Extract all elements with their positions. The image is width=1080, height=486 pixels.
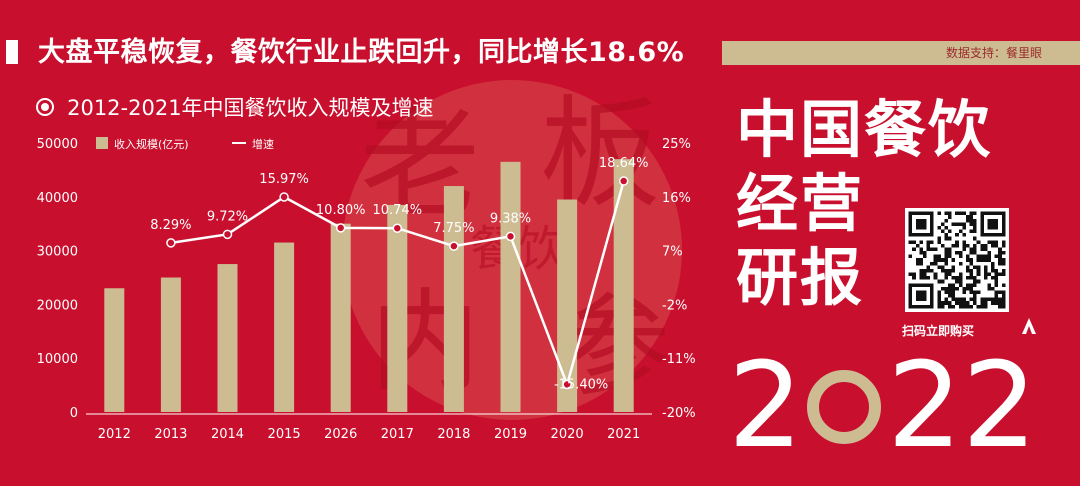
source-bar: 数据支持：餐里眼 (722, 41, 1080, 65)
qr-code[interactable] (905, 208, 1009, 312)
bar (217, 264, 238, 412)
growth-point (279, 192, 289, 202)
growth-data-label: 18.64% (599, 156, 649, 171)
y-right-tick-label: -11% (662, 352, 696, 367)
year-ring-zero (807, 370, 882, 444)
chart-title-row: 2012-2021年中国餐饮收入规模及增速 (36, 92, 434, 120)
x-tick-label: 2013 (154, 427, 187, 442)
x-tick-label: 2021 (607, 427, 640, 442)
growth-point (562, 379, 572, 390)
growth-data-label: 10.80% (316, 203, 366, 218)
y-left-tick-label: 40000 (37, 191, 78, 206)
bar (387, 204, 408, 412)
x-tick-label: 2012 (98, 427, 131, 442)
y-right-tick-label: 25% (662, 137, 691, 152)
y-right-tick-label: -20% (662, 406, 696, 421)
x-tick-label: 2015 (268, 427, 301, 442)
headline-marker (6, 40, 18, 64)
chart-title: 2012-2021年中国餐饮收入规模及增速 (67, 96, 434, 120)
headline: 大盘平稳恢复，餐饮行业止跌回升，同比增长18.6% (38, 37, 685, 68)
y-left-tick-label: 30000 (37, 245, 78, 260)
side-title-line3: 研报 (736, 241, 865, 314)
bar (557, 199, 578, 412)
legend-bar-swatch (96, 137, 108, 149)
growth-data-label: 10.74% (373, 203, 423, 218)
bar (274, 242, 295, 412)
y-left-tick-label: 10000 (37, 352, 78, 367)
bar (160, 277, 181, 412)
bar (330, 223, 351, 412)
growth-data-label: 9.72% (207, 209, 248, 224)
growth-data-label: 9.38% (490, 211, 531, 226)
legend-bar-label: 收入规模(亿元) (114, 137, 189, 151)
y-left-tick-label: 50000 (37, 137, 78, 152)
growth-point (166, 238, 176, 248)
source-credit: 数据支持：餐里眼 (945, 46, 1042, 60)
y-left-tick-label: 20000 (37, 298, 78, 313)
growth-point (222, 229, 233, 240)
bar (443, 186, 464, 412)
target-icon (36, 98, 54, 116)
growth-data-label: 8.29% (150, 218, 191, 233)
qr-label[interactable]: 扫码立即购买 (902, 324, 975, 338)
bar (613, 159, 634, 412)
year-digits-right: 22 (887, 336, 1038, 474)
y-left-tick-label: 0 (70, 406, 78, 421)
legend-line-label: 增速 (252, 137, 274, 151)
arrow-up-icon (1022, 318, 1036, 334)
x-tick-label: 2018 (437, 427, 470, 442)
x-tick-label: 2014 (211, 427, 244, 442)
y-right-tick-label: 16% (662, 191, 691, 206)
growth-point (505, 231, 516, 242)
growth-point (392, 223, 403, 233)
side-title-line1: 中国餐饮 (736, 93, 993, 166)
y-right-tick-label: -2% (662, 298, 687, 313)
bar (500, 161, 521, 412)
revenue-chart: 0 10000 20000 30000 40000 50000 -20% -11% -2% 7% 1… (37, 137, 696, 442)
year-digit-left: 2 (728, 336, 804, 474)
bar (104, 288, 125, 412)
x-tick-label: 2020 (551, 427, 584, 442)
growth-point (618, 176, 629, 186)
side-title-line2: 经营 (736, 167, 865, 240)
growth-point (449, 241, 459, 251)
y-right-tick-label: 7% (662, 245, 683, 260)
x-tick-label: 2019 (494, 427, 527, 442)
growth-point (335, 223, 346, 233)
growth-data-label: 7.75% (433, 221, 474, 236)
growth-data-label: 15.97% (259, 172, 309, 187)
x-tick-label: 2017 (381, 427, 414, 442)
year-2022: 2 22 (728, 340, 1037, 470)
x-tick-label: 2026 (324, 427, 357, 442)
growth-data-label: -15.40% (554, 378, 608, 393)
